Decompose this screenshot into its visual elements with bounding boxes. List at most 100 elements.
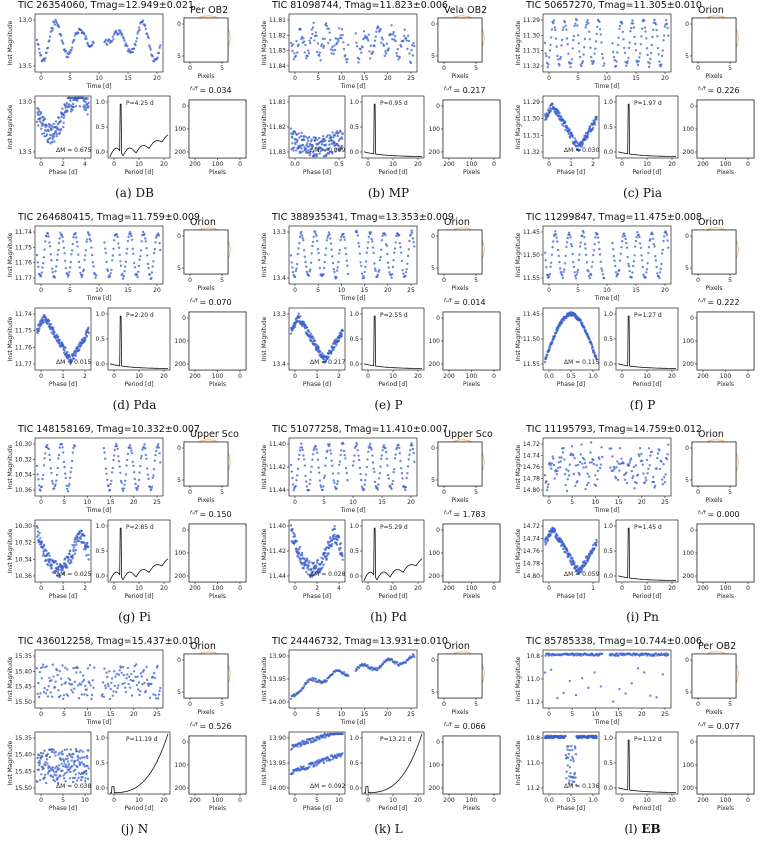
lightcurve-point xyxy=(139,255,141,257)
lightcurve-point xyxy=(327,42,329,44)
lightcurve-point xyxy=(158,452,160,454)
periodogram-xtick-label: 20 xyxy=(160,373,168,380)
phase-point xyxy=(53,770,55,772)
lightcurve-point xyxy=(609,467,611,469)
phase-point xyxy=(38,327,40,329)
lightcurve-point xyxy=(551,28,553,30)
lightcurve-point xyxy=(37,261,39,263)
pixel-axes-frame xyxy=(184,18,228,62)
lightcurve-point xyxy=(600,261,602,263)
lightcurve-point xyxy=(629,462,631,464)
lightcurve-point xyxy=(645,271,647,273)
lightcurve-point xyxy=(617,273,619,275)
lightcurve-point xyxy=(666,23,668,25)
lightcurve-xtick-label: 10 xyxy=(338,711,346,718)
lightcurve-point xyxy=(411,231,413,233)
phase-point xyxy=(572,136,574,138)
lightcurve-point xyxy=(386,464,388,466)
phase-xtick-label: 0.0 xyxy=(290,161,300,168)
flux-ratio-symbol: fₓ/f xyxy=(190,722,199,728)
lightcurve-point xyxy=(337,472,339,474)
flux-ratio-symbol: fₓ/f xyxy=(190,298,199,304)
phase-xtick-label: 1 xyxy=(569,161,573,168)
lightcurve-point xyxy=(121,482,123,484)
periodogram-ytick-label: 0.5 xyxy=(603,124,613,131)
phase-xtick-label: 1.0 xyxy=(588,373,598,380)
lightcurve-point xyxy=(105,671,107,673)
lightcurve-point xyxy=(312,241,314,243)
lightcurve-point xyxy=(378,269,380,271)
delta-mag-label: ΔM = 0.675 xyxy=(56,147,91,154)
lightcurve-point xyxy=(133,262,135,264)
phase-ytick-label: 10.34 xyxy=(15,556,32,563)
pixel-axes-xlabel: Pixels xyxy=(197,497,214,504)
lightcurve-xtick-label: 20 xyxy=(130,499,138,506)
lightcurve-point xyxy=(52,675,54,677)
lightcurve-point xyxy=(564,473,566,475)
phase-point xyxy=(53,140,55,142)
lightcurve-point xyxy=(116,687,118,689)
periodogram-xlabel: Period [d] xyxy=(632,593,661,600)
lightcurve-point xyxy=(359,261,361,263)
phase-point xyxy=(58,752,60,754)
lightcurve-point xyxy=(567,470,569,472)
pixel-axes-ytick-label: 5 xyxy=(177,53,181,60)
lightcurve-point xyxy=(638,234,640,236)
lightcurve-point xyxy=(562,277,564,279)
lightcurve-point xyxy=(307,681,309,683)
phase-point xyxy=(589,125,591,127)
lightcurve-point xyxy=(629,270,631,272)
sky-axes-xlabel: Pixels xyxy=(209,381,226,388)
lightcurve-point xyxy=(588,31,590,33)
phase-xtick-label: 10 xyxy=(81,797,89,804)
lightcurve-point xyxy=(399,246,401,248)
phase-point xyxy=(48,320,50,322)
lightcurve-point xyxy=(149,46,151,48)
lightcurve-point xyxy=(88,682,90,684)
lightcurve-point xyxy=(77,254,79,256)
lightcurve-point xyxy=(381,235,383,237)
phase-point xyxy=(79,757,81,759)
lightcurve-point xyxy=(358,58,360,60)
panel-caption: (a) DB xyxy=(8,186,261,200)
lightcurve-point xyxy=(65,50,67,52)
lightcurve-point xyxy=(310,37,312,39)
period-label: P=4.25 d xyxy=(126,100,154,107)
lightcurve-point xyxy=(90,684,92,686)
lightcurve-point xyxy=(51,268,53,270)
flux-ratio-label: fₓ/f= 1.783 xyxy=(444,510,486,519)
lightcurve-point xyxy=(137,485,139,487)
lightcurve-point xyxy=(80,683,82,685)
lightcurve-ytick-label: 14.78 xyxy=(523,476,540,483)
phase-point xyxy=(301,552,303,554)
periodogram-ytick-label: 0.0 xyxy=(95,361,105,368)
lightcurve-point xyxy=(109,489,111,491)
lightcurve-point xyxy=(93,666,95,668)
lightcurve-point xyxy=(124,687,126,689)
lightcurve-point xyxy=(86,238,88,240)
lightcurve-point xyxy=(315,448,317,450)
lightcurve-point xyxy=(92,42,94,44)
lightcurve-point xyxy=(72,452,74,454)
phase-ytick-label: 13.0 xyxy=(19,99,33,106)
pixel-axes-xlabel: Pixels xyxy=(705,285,722,292)
lightcurve-point xyxy=(593,53,595,55)
lightcurve-point xyxy=(52,664,54,666)
lightcurve-point xyxy=(62,698,64,700)
sky-axes-xtick-label: 200 xyxy=(443,161,455,168)
phase-ytick-label: 10.30 xyxy=(15,523,32,530)
phase-point xyxy=(57,335,59,337)
lightcurve-point xyxy=(110,272,112,274)
lightcurve-point xyxy=(141,455,143,457)
lightcurve-xtick-label: 5 xyxy=(576,287,580,294)
lightcurve-point xyxy=(54,23,56,25)
periodogram-ytick-label: 0.0 xyxy=(603,361,613,368)
lightcurve-xtick-label: 25 xyxy=(661,499,669,506)
lightcurve-point xyxy=(303,458,305,460)
lightcurve-point xyxy=(562,26,564,28)
lightcurve-point xyxy=(124,480,126,482)
lightcurve-point xyxy=(547,66,549,68)
phase-point xyxy=(61,750,63,752)
